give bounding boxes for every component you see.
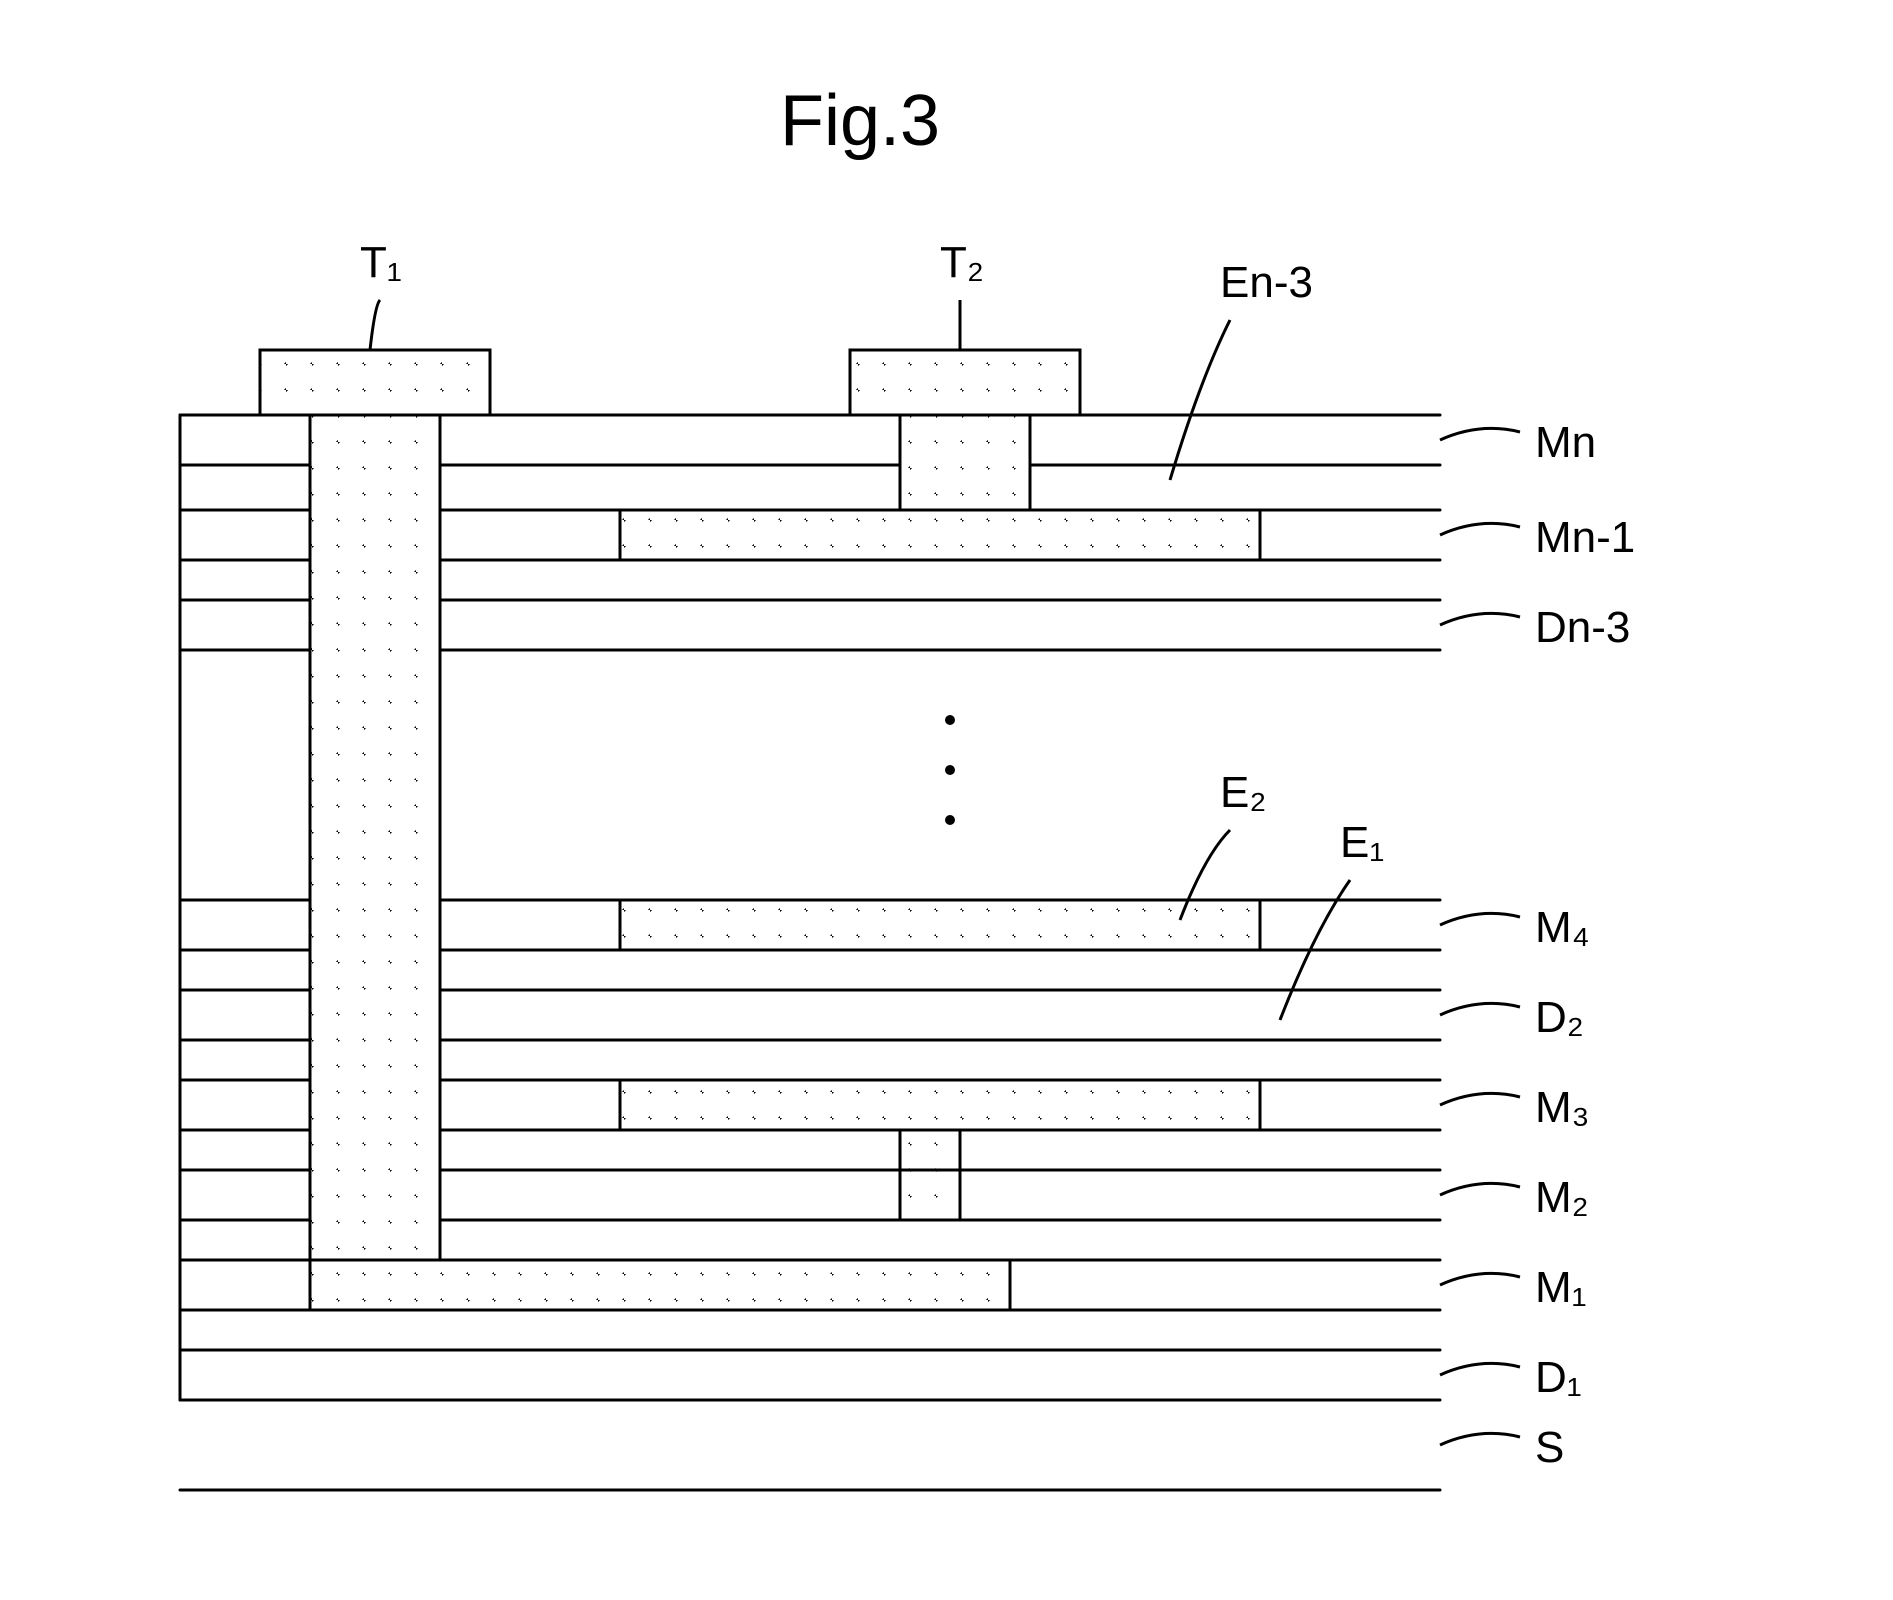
label-E1: E₁ — [1340, 818, 1384, 868]
label-D1: D₁ — [1535, 1353, 1582, 1403]
figure-title: Fig.3 — [780, 80, 940, 162]
label-M3: M₃ — [1535, 1083, 1590, 1133]
label-M4: M₄ — [1535, 903, 1590, 953]
label-S: S — [1535, 1423, 1564, 1473]
label-E2: E₂ — [1220, 768, 1266, 818]
label-T1: T₁ — [360, 238, 402, 288]
label-M2: M₂ — [1535, 1173, 1589, 1223]
label-Mn: Mn — [1535, 418, 1596, 468]
label-D2: D₂ — [1535, 993, 1584, 1043]
label-Dn3: Dn-3 — [1535, 603, 1630, 653]
label-Mn1: Mn-1 — [1535, 513, 1635, 563]
label-En3: En-3 — [1220, 258, 1313, 308]
label-M1: M₁ — [1535, 1263, 1587, 1313]
label-T2: T₂ — [940, 238, 984, 288]
